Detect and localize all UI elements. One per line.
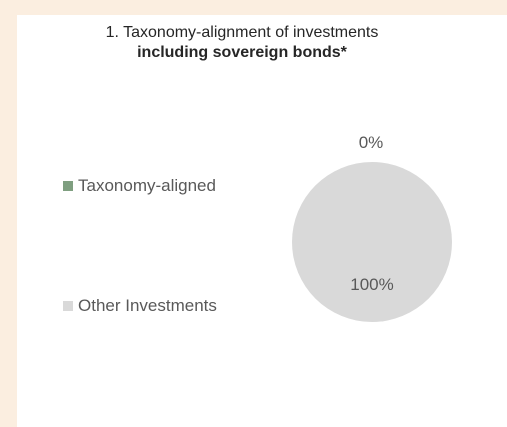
chart-title: 1. Taxonomy-alignment of investments inc… [17, 23, 467, 63]
legend-item-taxonomy-aligned: Taxonomy-aligned [63, 176, 216, 196]
legend-swatch-taxonomy-aligned [63, 181, 73, 191]
legend-label-taxonomy-aligned: Taxonomy-aligned [78, 176, 216, 195]
data-label-taxonomy-aligned: 0% [359, 133, 384, 152]
chart-title-line2: including sovereign bonds* [137, 44, 347, 61]
pie-chart: 0% 100% [292, 133, 452, 322]
legend-item-other-investments: Other Investments [63, 296, 217, 316]
data-label-other-investments: 100% [350, 275, 393, 294]
legend-swatch-other-investments [63, 301, 73, 311]
chart-panel: 1. Taxonomy-alignment of investments inc… [17, 15, 507, 427]
chart-title-line1: 1. Taxonomy-alignment of investments [105, 24, 379, 41]
legend-label-other-investments: Other Investments [78, 296, 217, 315]
pie-slice-other-investments [292, 162, 452, 322]
